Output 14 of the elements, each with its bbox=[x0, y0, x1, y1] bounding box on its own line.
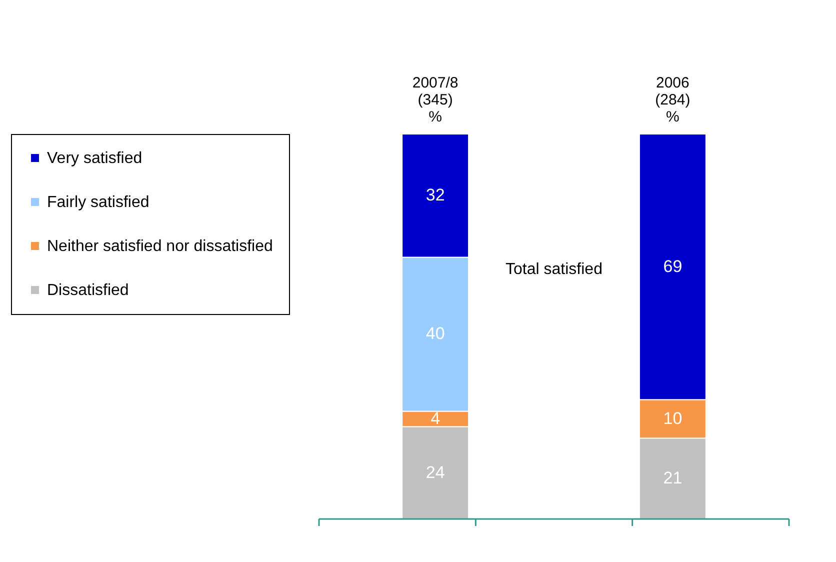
data-label: 21 bbox=[663, 468, 682, 488]
legend-label: Very satisfied bbox=[47, 150, 142, 167]
x-tick-label: 2007/8 (345) % bbox=[412, 74, 458, 126]
data-label: 4 bbox=[430, 408, 440, 428]
x-tick-label: 2006 (284) % bbox=[655, 74, 690, 126]
data-label: 40 bbox=[426, 324, 445, 344]
legend-label: Neither satisfied nor dissatisfied bbox=[47, 238, 273, 255]
data-label: 10 bbox=[663, 408, 682, 428]
annotation: Total satisfied bbox=[506, 260, 602, 278]
legend-label: Fairly satisfied bbox=[47, 194, 150, 211]
data-label: 69 bbox=[663, 256, 682, 276]
data-label: 32 bbox=[426, 186, 445, 205]
legend-label: Dissatisfied bbox=[47, 282, 129, 299]
data-label: 24 bbox=[426, 462, 445, 482]
